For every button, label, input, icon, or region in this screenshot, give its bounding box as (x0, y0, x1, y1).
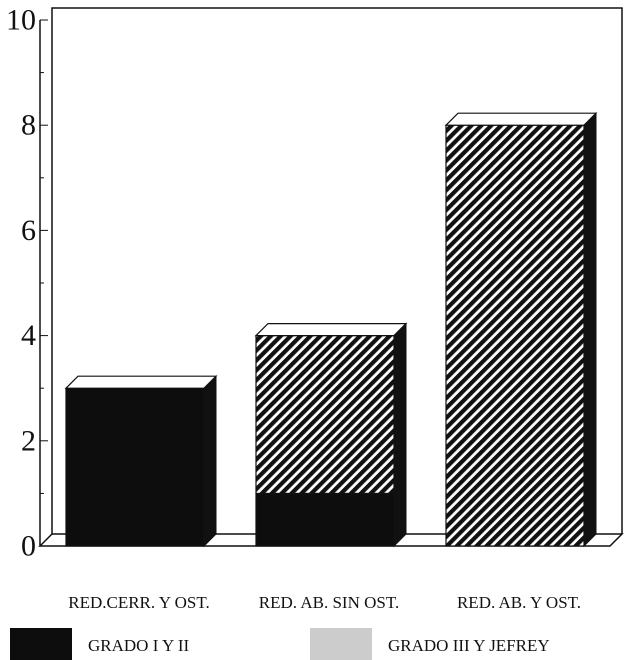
bar-side-face (393, 322, 407, 548)
back-panel (51, 7, 623, 534)
legend-swatch (310, 628, 372, 660)
legend: GRADO I Y II GRADO III Y JEFREY (10, 628, 550, 660)
legend-swatch (10, 628, 72, 660)
plot-frame (38, 7, 624, 547)
y-tick-label: 6 (21, 214, 36, 247)
x-category-label: RED. AB. SIN OST. (259, 593, 399, 612)
bar-segment (445, 124, 585, 547)
floor-panel (38, 533, 624, 547)
bar-top-face (444, 112, 598, 126)
y-axis: 0 2 4 6 8 10 (6, 4, 48, 563)
bar-top-face (64, 375, 218, 389)
x-category-label: RED. AB. Y OST. (457, 593, 581, 612)
y-tick-label: 10 (6, 4, 36, 37)
x-category-label: RED.CERR. Y OST. (68, 593, 210, 612)
bar-segment (255, 335, 395, 495)
legend-label: GRADO I Y II (88, 636, 190, 655)
bar-side-face (203, 374, 217, 548)
bar-segment (255, 492, 395, 547)
y-tick-label: 4 (21, 319, 36, 352)
y-tick-label: 0 (21, 530, 36, 563)
y-tick-label: 8 (21, 109, 36, 142)
legend-label: GRADO III Y JEFREY (388, 636, 550, 655)
bars-group (64, 111, 598, 548)
bar-side-face (583, 111, 597, 548)
y-tick-label: 2 (21, 424, 36, 457)
bar-segment (65, 387, 205, 547)
bar-top-face (254, 323, 408, 337)
x-axis-labels: RED.CERR. Y OST. RED. AB. SIN OST. RED. AB… (68, 593, 581, 612)
